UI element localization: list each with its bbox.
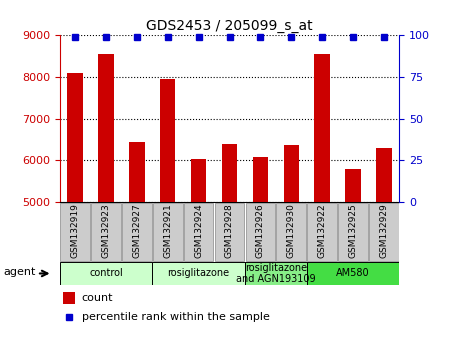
Bar — [376, 148, 392, 202]
FancyBboxPatch shape — [245, 262, 307, 285]
Text: GSM132923: GSM132923 — [101, 203, 111, 258]
Text: GSM132924: GSM132924 — [194, 203, 203, 258]
Title: GDS2453 / 205099_s_at: GDS2453 / 205099_s_at — [146, 19, 313, 33]
Text: GSM132928: GSM132928 — [225, 203, 234, 258]
FancyBboxPatch shape — [276, 203, 306, 261]
Text: percentile rank within the sample: percentile rank within the sample — [82, 312, 269, 322]
Text: GSM132930: GSM132930 — [287, 203, 296, 258]
Text: count: count — [82, 293, 113, 303]
Text: agent: agent — [3, 267, 35, 277]
FancyBboxPatch shape — [184, 203, 213, 261]
Text: AM580: AM580 — [336, 268, 370, 279]
Bar — [63, 292, 75, 304]
Bar — [252, 157, 268, 202]
Bar — [160, 79, 175, 202]
Text: rosiglitazone
and AGN193109: rosiglitazone and AGN193109 — [236, 263, 316, 284]
FancyBboxPatch shape — [307, 262, 399, 285]
FancyBboxPatch shape — [308, 203, 337, 261]
FancyBboxPatch shape — [91, 203, 121, 261]
FancyBboxPatch shape — [246, 203, 275, 261]
FancyBboxPatch shape — [215, 203, 244, 261]
Bar — [98, 54, 114, 202]
Text: GSM132927: GSM132927 — [132, 203, 141, 258]
FancyBboxPatch shape — [60, 203, 90, 261]
Text: GSM132925: GSM132925 — [348, 203, 358, 258]
Bar — [129, 142, 145, 202]
Bar — [345, 169, 361, 202]
FancyBboxPatch shape — [153, 203, 183, 261]
FancyBboxPatch shape — [60, 262, 152, 285]
Bar — [191, 159, 207, 202]
FancyBboxPatch shape — [152, 262, 245, 285]
Text: GSM132921: GSM132921 — [163, 203, 172, 258]
Bar — [284, 145, 299, 202]
FancyBboxPatch shape — [338, 203, 368, 261]
Text: GSM132929: GSM132929 — [380, 203, 388, 258]
Bar — [314, 54, 330, 202]
Text: control: control — [89, 268, 123, 279]
Text: GSM132922: GSM132922 — [318, 203, 327, 258]
Bar — [67, 73, 83, 202]
Text: GSM132926: GSM132926 — [256, 203, 265, 258]
FancyBboxPatch shape — [122, 203, 151, 261]
FancyBboxPatch shape — [369, 203, 399, 261]
Text: GSM132919: GSM132919 — [71, 203, 79, 258]
Text: rosiglitazone: rosiglitazone — [168, 268, 230, 279]
Bar — [222, 144, 237, 202]
